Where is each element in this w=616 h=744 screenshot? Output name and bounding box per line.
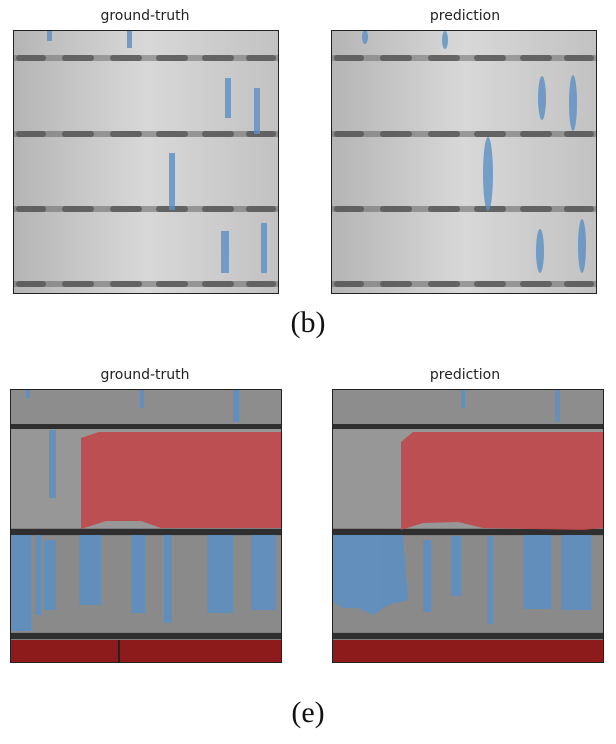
image-ground-truth-e bbox=[10, 389, 282, 663]
panel-title-prediction-b: prediction bbox=[429, 8, 501, 24]
image-ground-truth-b bbox=[13, 30, 279, 294]
image-prediction-e bbox=[332, 389, 604, 663]
caption-e: (e) bbox=[291, 696, 325, 729]
panel-title-prediction-e: prediction bbox=[429, 367, 501, 383]
panel-title-ground-truth-e: ground-truth bbox=[100, 367, 190, 383]
image-prediction-b bbox=[331, 30, 597, 294]
caption-b: (b) bbox=[290, 306, 326, 339]
panel-title-ground-truth-b: ground-truth bbox=[100, 8, 190, 24]
